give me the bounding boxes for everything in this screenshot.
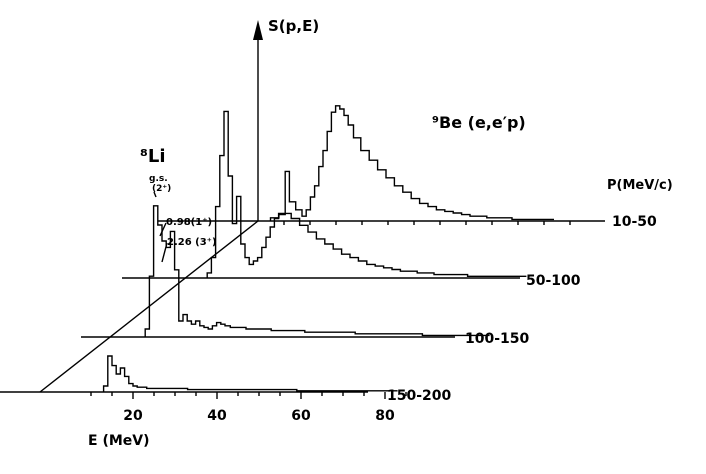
series-label-50-100: 50-100 [526,273,581,289]
gs-pointer [153,191,157,198]
x-tick-label-40: 40 [207,408,227,424]
x-tick-label-60: 60 [291,408,311,424]
series-label-150-200: 150-200 [387,388,452,404]
series-10-50-histogram [269,105,554,221]
histograms [102,105,554,392]
s-axis-arrowhead [253,20,263,40]
level-226-label: 2.26 (3⁺) [167,237,217,248]
level-098-pointer [159,222,167,237]
series-label-100-150: 100-150 [465,331,530,347]
level-226-pointer [161,242,168,263]
series-50-100-histogram [206,110,527,278]
x-tick-label-20: 20 [123,408,143,424]
x-axis-ticks: 20 40 60 80 [90,392,407,424]
gs-spin-label: (2⁺) [152,184,171,194]
z-axis-label: S(p,E) [268,17,319,35]
li8-label: ⁸Li [140,146,166,167]
gs-label: g.s. [149,174,168,184]
series-label-10-50: 10-50 [612,214,657,230]
series-100-150-histogram [144,205,490,337]
reaction-label: ⁹Be (e,e′p) [432,113,526,132]
series-labels: 10-50 50-100 100-150 150-200 [387,214,657,404]
baselines [0,220,605,393]
x-axis-label: E (MeV) [88,433,150,449]
x-tick-label-80: 80 [375,408,395,424]
depth-axis-label: P(MeV/c) [607,178,673,193]
level-098-label: 0.98(1⁺) [166,217,212,228]
series-150-200-histogram [102,355,398,392]
